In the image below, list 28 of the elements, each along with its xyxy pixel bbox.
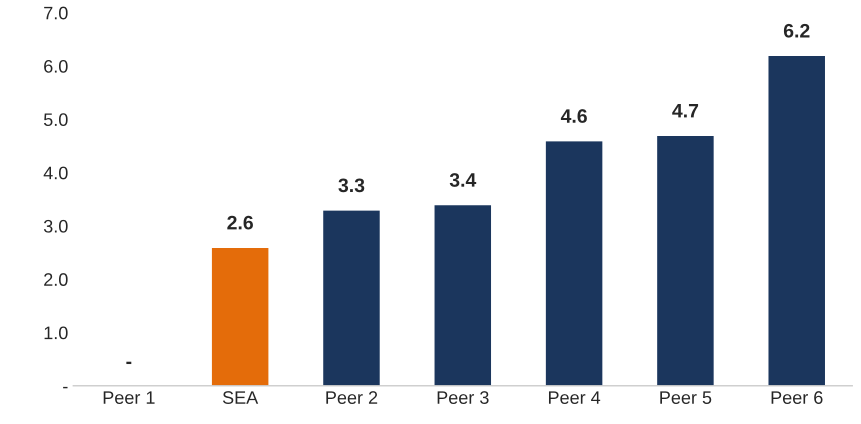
data-label: 4.7 [672,104,698,118]
y-tick-label: 3.0 [44,220,68,233]
data-label: 2.6 [227,216,253,230]
data-label: 4.6 [560,109,587,123]
x-tick-label: Peer 1 [104,391,155,404]
bar [322,209,382,386]
data-label: 3.4 [450,173,476,187]
x-tick-label: Peer 4 [548,391,600,404]
x-tick-label: Peer 5 [660,391,712,404]
y-tick-label: 6.0 [44,60,68,73]
bar [656,134,716,386]
data-label: 6.2 [784,24,810,38]
x-tick-label: Peer 6 [772,391,823,404]
y-tick-label: 1.0 [44,326,68,340]
y-tick-label: - [63,386,68,388]
x-tick-label: Peer 2 [326,391,378,404]
y-tick-label: 4.0 [44,166,68,180]
y-tick-label: 5.0 [44,113,68,126]
x-tick-label: Peer 3 [438,391,489,404]
text: - [126,362,132,364]
x-tick-label: SEA [222,391,258,404]
bar [544,140,604,386]
bar [433,204,492,386]
data-label: 3.3 [338,178,364,192]
y-tick-label: 7.0 [44,6,68,20]
y-tick-label: 2.0 [44,273,68,286]
bar [767,54,826,386]
bar [210,246,270,386]
